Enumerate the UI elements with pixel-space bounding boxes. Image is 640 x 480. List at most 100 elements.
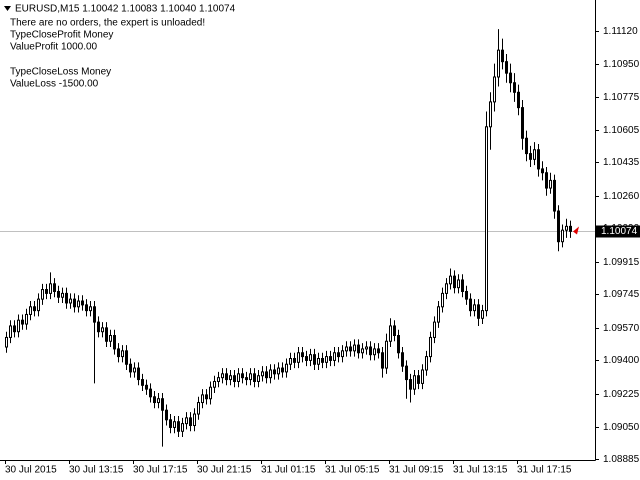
candle-body [489,101,492,128]
candle-body [297,352,300,363]
y-tick-label: 1.10950 [603,59,640,70]
candle-body [389,325,392,342]
comment-line: TypeCloseProfit Money [10,30,113,41]
candle-body [285,363,288,373]
candle-body [21,319,24,325]
candle-body [301,352,304,358]
candle-body [281,367,284,373]
candle-body [205,394,208,400]
y-tick-label: 1.09400 [603,355,640,366]
candle-body [289,358,292,365]
candle-body [401,352,404,367]
menu-arrow[interactable] [4,6,11,11]
candle-body [129,363,132,373]
candle-body [517,91,520,109]
candle-body [13,325,16,333]
y-tick-label: 1.09915 [603,257,640,268]
candle-body [501,49,504,63]
candle-body [109,335,112,342]
candle-body [433,321,436,338]
candle-body [165,409,168,421]
comment-line: ValueProfit 1000.00 [10,42,98,53]
candle-body [33,306,36,312]
candle-body [181,423,184,432]
comment-line: ValueLoss -1500.00 [10,79,99,90]
candle-body [485,126,488,312]
candle-body [173,421,176,428]
candle-body [149,388,152,398]
candle-body [25,313,28,325]
candle-body [17,319,20,333]
x-tick-label: 31 Jul 17:15 [517,465,572,476]
y-tick-label: 1.08885 [603,454,640,465]
close-arrow [573,226,579,235]
candle-body [313,354,316,365]
candle-body [53,283,56,292]
x-tick-label: 31 Jul 05:15 [325,465,380,476]
candle-body [385,340,388,369]
y-tick-label: 1.10260 [603,191,640,202]
comment-line: There are no orders, the expert is unloa… [10,18,205,29]
candle-body [453,275,456,289]
candle-body [225,373,228,381]
candle-body [249,373,252,381]
candle-body [93,306,96,323]
candle-body [49,283,52,294]
y-tick-label: 1.09570 [603,323,640,334]
candle-body [193,413,196,427]
candle-body [101,327,104,333]
candle-body [253,373,256,382]
candle-body [121,350,124,358]
y-tick-label: 1.09225 [603,389,640,400]
candle-body [493,76,496,103]
candle-body [397,335,400,354]
candle-body [349,346,352,352]
x-tick-label: 30 Jul 21:15 [197,465,252,476]
candle-body [513,82,516,93]
candle-body [161,398,164,411]
candle-body [245,377,248,381]
price-label: 1.10074 [601,226,638,237]
candle-body [213,380,216,388]
candle-body [233,375,236,382]
candle-body [69,298,72,304]
candle-body [237,373,240,382]
candle-body [505,61,508,74]
candle-body [561,229,564,243]
candle-body [461,279,464,292]
candle-body [269,369,272,379]
candle-body [449,275,452,285]
candle-body [321,358,324,363]
candle-body [113,335,116,350]
candle-body [117,348,120,358]
candle-body [241,373,244,379]
candle-body [465,290,468,300]
x-tick-label: 31 Jul 09:15 [389,465,444,476]
candle-body [201,394,204,404]
candle-body [393,325,396,337]
x-tick-label: 30 Jul 17:15 [133,465,188,476]
candle-body [413,375,416,390]
x-tick-label: 30 Jul 13:15 [69,465,124,476]
candle-body [417,375,420,384]
candle-body [337,352,340,358]
candle-body [157,398,160,404]
candle-body [549,179,552,189]
candle-body [45,289,48,294]
candle-body [177,421,180,432]
x-tick-label: 31 Jul 13:15 [453,465,508,476]
candle-body [405,365,408,381]
candle-body [357,344,360,354]
candle-body [57,290,60,298]
candle-body [209,386,212,400]
y-tick-label: 1.10435 [603,157,640,168]
candle-body [189,417,192,427]
candle-body [565,225,568,231]
candle-body [265,371,268,379]
candle-body [89,306,92,312]
candle-body [61,292,64,298]
candle-body [81,300,84,306]
candle-body [553,179,556,212]
comment-line: TypeCloseLoss Money [10,67,111,78]
